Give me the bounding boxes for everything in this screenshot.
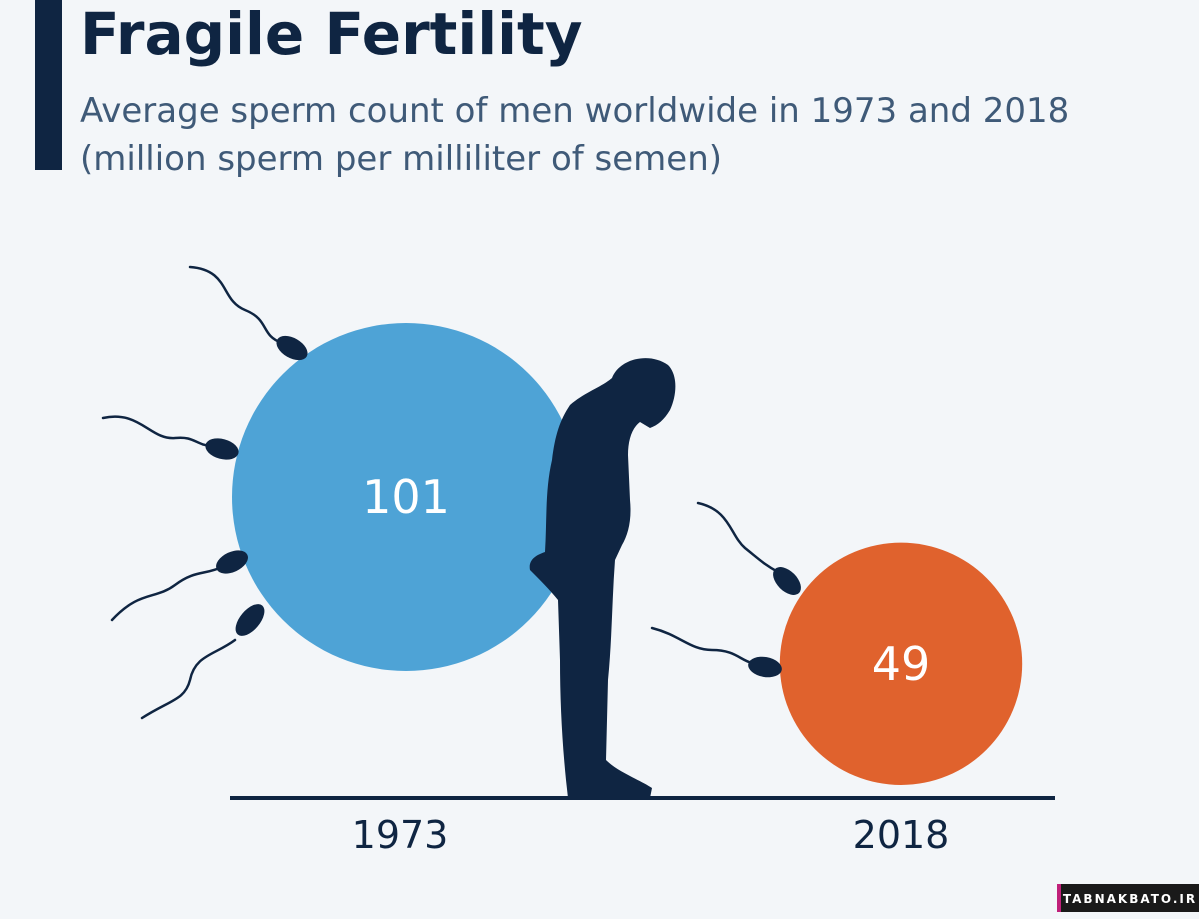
value-label: 101 xyxy=(362,470,450,524)
bubbles: 101 49 xyxy=(232,323,1023,785)
man-silhouette xyxy=(529,358,676,798)
bubble xyxy=(779,542,1023,785)
category-labels: 1973 2018 xyxy=(352,813,950,857)
title-accent xyxy=(35,0,62,170)
category-label: 1973 xyxy=(352,813,449,857)
bubble xyxy=(232,323,580,671)
chart-title: Fragile Fertility xyxy=(80,0,583,68)
watermark-box xyxy=(1057,884,1199,912)
subtitle: (million sperm per milliliter of semen) xyxy=(80,139,722,179)
category-label: 2018 xyxy=(853,813,950,857)
watermark: TABNAKBATO.IR xyxy=(1063,892,1197,906)
watermark-accent xyxy=(1057,884,1061,912)
value-label: 49 xyxy=(872,637,931,691)
subtitle: Average sperm count of men worldwide in … xyxy=(80,91,1069,131)
sperm-decoration xyxy=(101,265,801,720)
